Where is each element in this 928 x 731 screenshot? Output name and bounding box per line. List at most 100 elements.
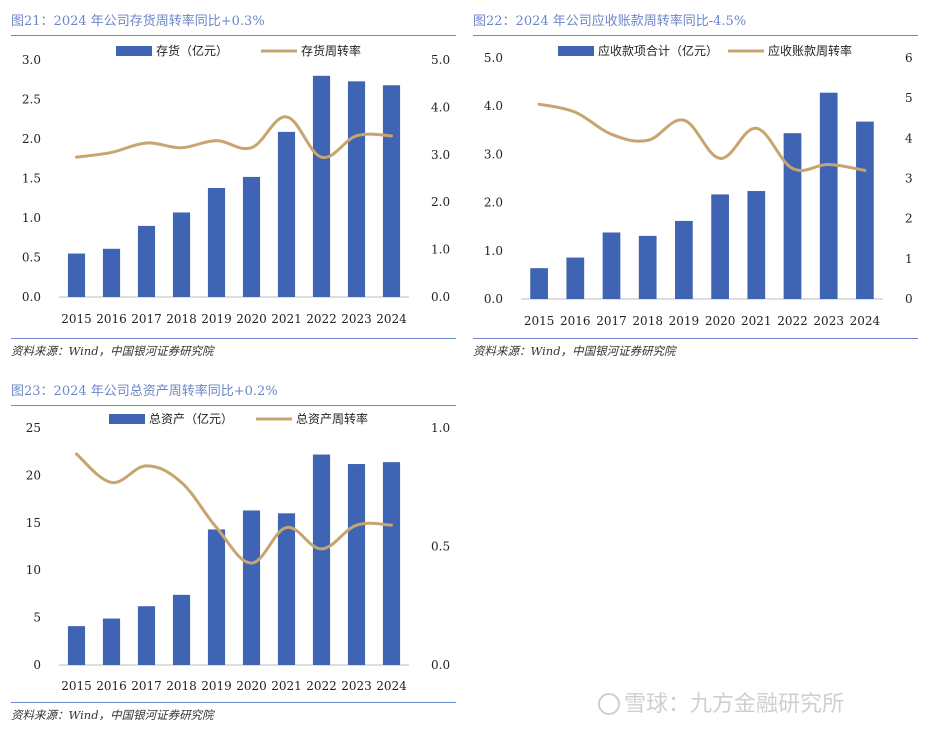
bar bbox=[347, 464, 366, 665]
bar bbox=[67, 253, 86, 297]
x-tick-label: 2015 bbox=[61, 679, 92, 693]
source-rule bbox=[11, 702, 456, 703]
bar bbox=[207, 529, 226, 665]
y-right-tick-label: 0.5 bbox=[431, 540, 450, 554]
bar bbox=[638, 235, 657, 299]
x-tick-label: 2019 bbox=[201, 679, 232, 693]
y-right-tick-label: 1.0 bbox=[431, 243, 450, 257]
chart-panel-inventory: 图21：2024 年公司存货周转率同比+0.3% 0.0 0.5 1.0 1.5 2.0… bbox=[11, 10, 456, 365]
bar bbox=[172, 594, 191, 665]
y-left-tick-label: 3.0 bbox=[484, 147, 503, 161]
chart-source: 资料来源：Wind，中国银河证券研究院 bbox=[473, 344, 676, 358]
chart-title: 图21：2024 年公司存货周转率同比+0.3% bbox=[11, 14, 265, 29]
y-left-tick-label: 0.0 bbox=[484, 292, 503, 306]
legend-bar-label: 应收款项合计（亿元） bbox=[598, 43, 718, 58]
x-tick-label: 2016 bbox=[96, 312, 127, 326]
y-right-tick-label: 3.0 bbox=[431, 148, 450, 162]
bar bbox=[312, 75, 331, 297]
x-tick-label: 2023 bbox=[341, 679, 372, 693]
y-right-tick-label: 4.0 bbox=[431, 100, 450, 114]
bar bbox=[102, 248, 121, 297]
y-right-tick-label: 2 bbox=[905, 212, 913, 226]
y-left-tick-label: 2.0 bbox=[484, 196, 503, 210]
chart-receivables: 0.0 1.0 2.0 3.0 4.0 5.0 0 1 2 3 4 5 6 2015 2016 2017 201… bbox=[484, 43, 913, 328]
bar bbox=[242, 176, 261, 297]
bar bbox=[102, 618, 121, 665]
y-left-tick-label: 1.0 bbox=[22, 211, 41, 225]
chart-panel-total-assets: 图23：2024 年公司总资产周转率同比+0.2% 0 5 10 15 20 25 0.0 0… bbox=[11, 380, 456, 725]
x-tick-label: 2021 bbox=[741, 314, 772, 328]
y-right-tick-label: 0 bbox=[905, 292, 913, 306]
bar bbox=[783, 133, 802, 299]
title-rule bbox=[11, 35, 456, 36]
bar bbox=[566, 257, 585, 299]
x-tick-label: 2024 bbox=[376, 679, 407, 693]
legend-line-label: 应收账款周转率 bbox=[768, 43, 852, 58]
title-rule bbox=[11, 405, 456, 406]
bar bbox=[172, 212, 191, 297]
legend-bar-label: 存货（亿元） bbox=[156, 43, 228, 58]
y-left-tick-label: 20 bbox=[26, 468, 41, 482]
bar bbox=[277, 131, 296, 297]
chart-title: 图23：2024 年公司总资产周转率同比+0.2% bbox=[11, 384, 278, 399]
x-tick-label: 2017 bbox=[131, 679, 162, 693]
y-left-tick-label: 1.0 bbox=[484, 244, 503, 258]
x-tick-label: 2018 bbox=[166, 679, 197, 693]
bar bbox=[312, 454, 331, 665]
y-left-tick-label: 15 bbox=[26, 516, 41, 530]
bar bbox=[856, 121, 874, 300]
watermark-text: 雪球：九方金融研究所 bbox=[624, 692, 845, 717]
legend-bar-label: 总资产（亿元） bbox=[149, 411, 233, 426]
title-rule bbox=[473, 35, 918, 36]
y-right-tick-label: 0.0 bbox=[431, 290, 450, 304]
legend-line-label: 存货周转率 bbox=[301, 43, 361, 58]
bar bbox=[530, 268, 548, 299]
bar bbox=[137, 606, 156, 665]
x-tick-label: 2017 bbox=[596, 314, 627, 328]
bar bbox=[382, 462, 401, 665]
y-left-tick-label: 3.0 bbox=[22, 53, 41, 67]
x-tick-label: 2019 bbox=[669, 314, 700, 328]
x-tick-label: 2020 bbox=[236, 312, 267, 326]
x-tick-label: 2017 bbox=[131, 312, 162, 326]
y-left-tick-label: 25 bbox=[26, 421, 41, 435]
chart-inventory: 0.0 0.5 1.0 1.5 2.0 2.5 3.0 0.0 1.0 2.0 3.0 4.0 5.0 2… bbox=[22, 43, 450, 326]
y-right-tick-label: 2.0 bbox=[431, 195, 450, 209]
y-right-tick-label: 0.0 bbox=[431, 658, 450, 672]
y-left-tick-label: 5.0 bbox=[484, 51, 503, 65]
chart-source: 资料来源：Wind，中国银河证券研究院 bbox=[11, 708, 214, 722]
source-rule bbox=[11, 338, 456, 339]
bar bbox=[675, 220, 693, 299]
bar bbox=[207, 187, 226, 297]
y-left-tick-label: 0.5 bbox=[22, 251, 41, 265]
legend-bar-swatch bbox=[116, 46, 152, 56]
bar bbox=[602, 232, 621, 299]
x-tick-label: 2019 bbox=[201, 312, 232, 326]
x-tick-label: 2022 bbox=[306, 679, 337, 693]
x-tick-label: 2024 bbox=[850, 314, 881, 328]
bar bbox=[347, 81, 366, 297]
bar bbox=[819, 92, 838, 299]
legend-bar-swatch bbox=[109, 414, 145, 424]
bar bbox=[747, 191, 766, 299]
legend-line-label: 总资产周转率 bbox=[296, 411, 368, 426]
series-line bbox=[537, 102, 867, 173]
x-tick-label: 2018 bbox=[632, 314, 663, 328]
legend-bar-swatch bbox=[558, 46, 594, 56]
source-rule bbox=[473, 338, 918, 339]
snowball-logo-icon bbox=[598, 693, 620, 715]
y-left-tick-label: 2.0 bbox=[22, 132, 41, 146]
bar bbox=[711, 194, 729, 299]
y-left-tick-label: 1.5 bbox=[22, 172, 41, 186]
bar bbox=[67, 626, 86, 665]
watermark: 雪球：九方金融研究所 bbox=[598, 686, 844, 718]
y-left-tick-label: 10 bbox=[26, 563, 41, 577]
y-right-tick-label: 3 bbox=[905, 172, 913, 186]
x-tick-label: 2016 bbox=[560, 314, 591, 328]
y-left-tick-label: 2.5 bbox=[22, 93, 41, 107]
bar bbox=[242, 510, 261, 665]
x-tick-label: 2023 bbox=[813, 314, 844, 328]
y-left-tick-label: 4.0 bbox=[484, 99, 503, 113]
y-right-tick-label: 5 bbox=[905, 91, 913, 105]
y-right-tick-label: 1 bbox=[905, 252, 913, 266]
